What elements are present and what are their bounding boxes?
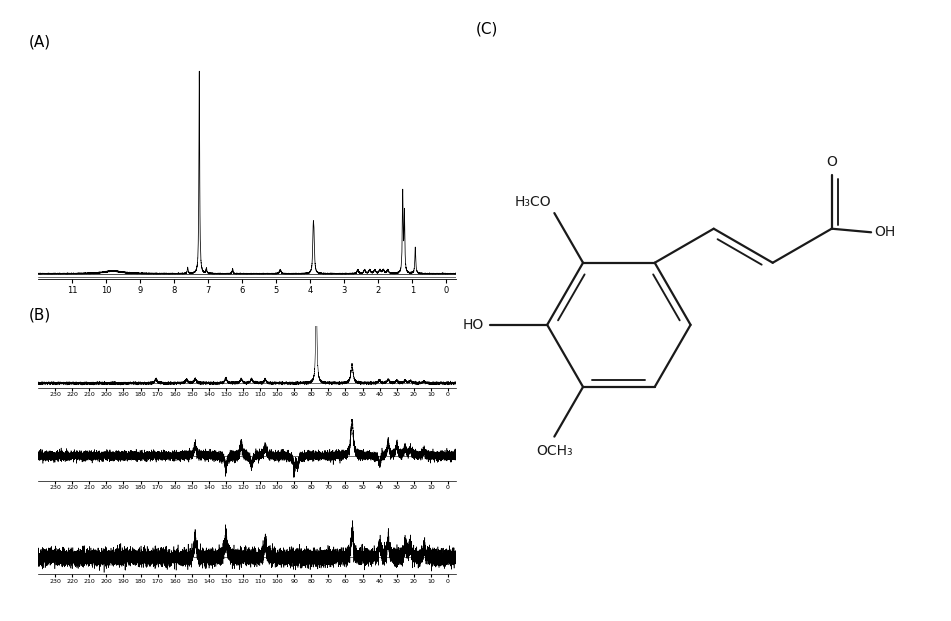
Text: O: O [826, 155, 837, 169]
Text: OCH₃: OCH₃ [536, 444, 573, 458]
Text: H₃CO: H₃CO [514, 196, 551, 209]
Text: OH: OH [875, 225, 896, 239]
Text: (C): (C) [476, 22, 498, 37]
Text: (B): (B) [29, 307, 50, 322]
Text: (A): (A) [29, 34, 50, 49]
Text: HO: HO [463, 318, 484, 332]
